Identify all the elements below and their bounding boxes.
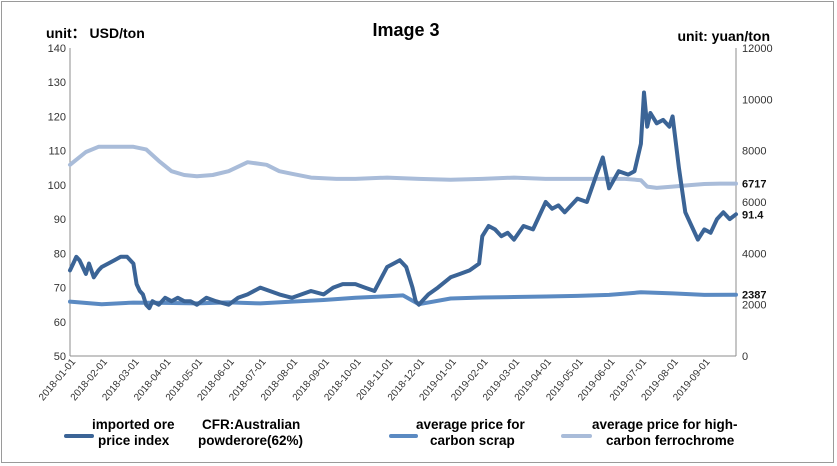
legend-label-ore-index-1: imported ore bbox=[92, 417, 175, 432]
left-tick-label: 60 bbox=[54, 317, 66, 329]
end-label-3: 6717 bbox=[742, 179, 766, 191]
legend-label-cfr-2: powderore(62%) bbox=[198, 433, 303, 448]
left-tick-labels: 140 130 120 110 100 90 80 70 60 50 bbox=[48, 43, 66, 363]
left-tick-label: 120 bbox=[48, 111, 66, 123]
chart-title: Image 3 bbox=[372, 20, 439, 40]
right-tick-labels: 12000 10000 8000 6000 4000 2000 0 bbox=[742, 43, 773, 363]
legend: imported ore price index CFR:Australian … bbox=[64, 417, 738, 448]
left-tick-label: 110 bbox=[48, 146, 66, 158]
right-unit-label: unit: yuan/ton bbox=[677, 28, 770, 44]
x-tick-labels: 2018-01-012018-02-012018-03-012018-04-01… bbox=[37, 357, 713, 404]
left-tick-label: 50 bbox=[54, 351, 66, 363]
legend-label-ferrochrome-2: carbon ferrochrome bbox=[606, 433, 735, 448]
legend-label-carbon-scrap-2: carbon scrap bbox=[430, 433, 515, 448]
end-labels: 91.4 2387 6717 bbox=[742, 179, 766, 302]
right-tick-label: 10000 bbox=[742, 94, 773, 106]
left-tick-label: 140 bbox=[48, 43, 66, 55]
series-line-3 bbox=[68, 144, 738, 190]
legend-label-ore-index-2: price index bbox=[98, 433, 170, 448]
series-line-0 bbox=[68, 90, 738, 311]
right-tick-label: 2000 bbox=[742, 300, 766, 312]
right-tick-label: 12000 bbox=[742, 43, 773, 55]
legend-label-ferrochrome-1: average price for high- bbox=[592, 417, 738, 432]
end-label-0: 91.4 bbox=[742, 209, 764, 221]
right-tick-label: 0 bbox=[742, 351, 748, 363]
series-line-2 bbox=[68, 290, 738, 307]
left-tick-label: 70 bbox=[54, 283, 66, 295]
left-tick-label: 80 bbox=[54, 248, 66, 260]
left-tick-label: 90 bbox=[54, 214, 66, 226]
left-unit-label: unit： USD/ton bbox=[46, 25, 145, 41]
legend-label-cfr-1: CFR:Australian bbox=[202, 417, 300, 432]
right-tick-label: 8000 bbox=[742, 146, 766, 158]
right-tick-label: 4000 bbox=[742, 248, 766, 260]
series-lines bbox=[68, 90, 738, 311]
end-label-2: 2387 bbox=[742, 290, 766, 302]
left-tick-label: 100 bbox=[48, 180, 66, 192]
right-tick-label: 6000 bbox=[742, 197, 766, 209]
left-tick-label: 130 bbox=[48, 77, 66, 89]
legend-label-carbon-scrap-1: average price for bbox=[416, 417, 526, 432]
